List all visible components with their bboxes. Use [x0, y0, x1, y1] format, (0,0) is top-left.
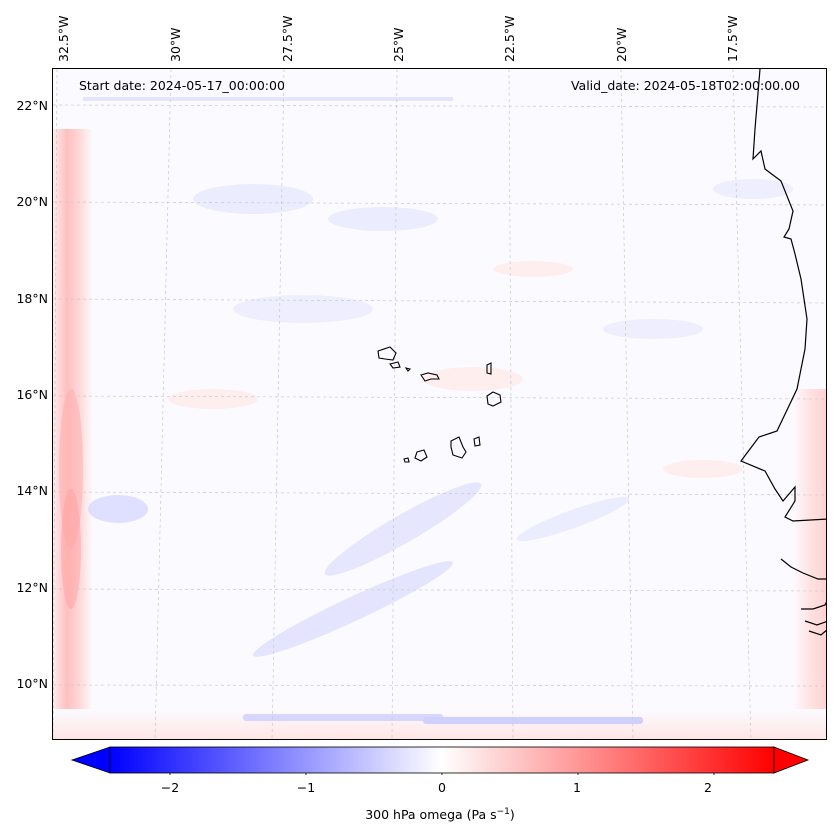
colorbar-label: 300 hPa omega (Pa s−1): [365, 807, 515, 823]
colorbar: [70, 746, 810, 775]
lat-label-14n: 14°N: [16, 483, 48, 498]
lat-label-16n: 16°N: [16, 387, 48, 402]
start-date-text: Start date: 2024-05-17_00:00:00: [79, 78, 285, 93]
omega-shading: [53, 69, 826, 739]
lat-label-18n: 18°N: [16, 291, 48, 306]
coastlines: [740, 69, 826, 636]
africa-coastline: [740, 69, 826, 522]
sal-island: [486, 362, 492, 375]
colorbar-extend-max: [773, 746, 810, 774]
santo-antao-island: [377, 346, 397, 361]
brava-island: [403, 457, 410, 463]
colorbar-tick-1: 1: [573, 780, 581, 795]
lat-label-12n: 12°N: [16, 580, 48, 595]
colorbar-tick-2: 2: [704, 780, 712, 795]
cape-verde-islands: [377, 346, 502, 463]
sao-nicolau-island: [420, 372, 440, 382]
lat-label-22n: 22°N: [16, 98, 48, 113]
maio-island: [473, 436, 481, 447]
colorbar-tick-0: 0: [438, 780, 446, 795]
lat-label-10n: 10°N: [16, 676, 48, 691]
map-panel: [52, 68, 827, 740]
sao-vicente-island: [389, 361, 401, 369]
lon-label-27.5w: 27.5°W: [280, 15, 295, 62]
lon-label-32.5w: 32.5°W: [56, 15, 71, 62]
lon-label-17.5w: 17.5°W: [725, 15, 740, 62]
colorbar-tick-neg2: −2: [160, 780, 180, 795]
santiago-island: [450, 436, 467, 459]
lon-label-30w: 30°W: [168, 27, 183, 62]
colorbar-tick-neg1: −1: [296, 780, 316, 795]
lon-label-20w: 20°W: [614, 27, 629, 62]
colorbar-extend-min: [70, 746, 111, 774]
lat-label-20n: 20°N: [16, 194, 48, 209]
valid-date-text: Valid_date: 2024-05-18T02:00:00.00: [570, 78, 800, 93]
boa-vista-island: [486, 391, 502, 407]
colorbar-body: [109, 746, 775, 774]
fogo-island: [414, 449, 428, 462]
omega-field-map: [53, 69, 826, 739]
lon-label-22.5w: 22.5°W: [502, 15, 517, 62]
lon-label-25w: 25°W: [391, 27, 406, 62]
graticule: [53, 69, 826, 739]
